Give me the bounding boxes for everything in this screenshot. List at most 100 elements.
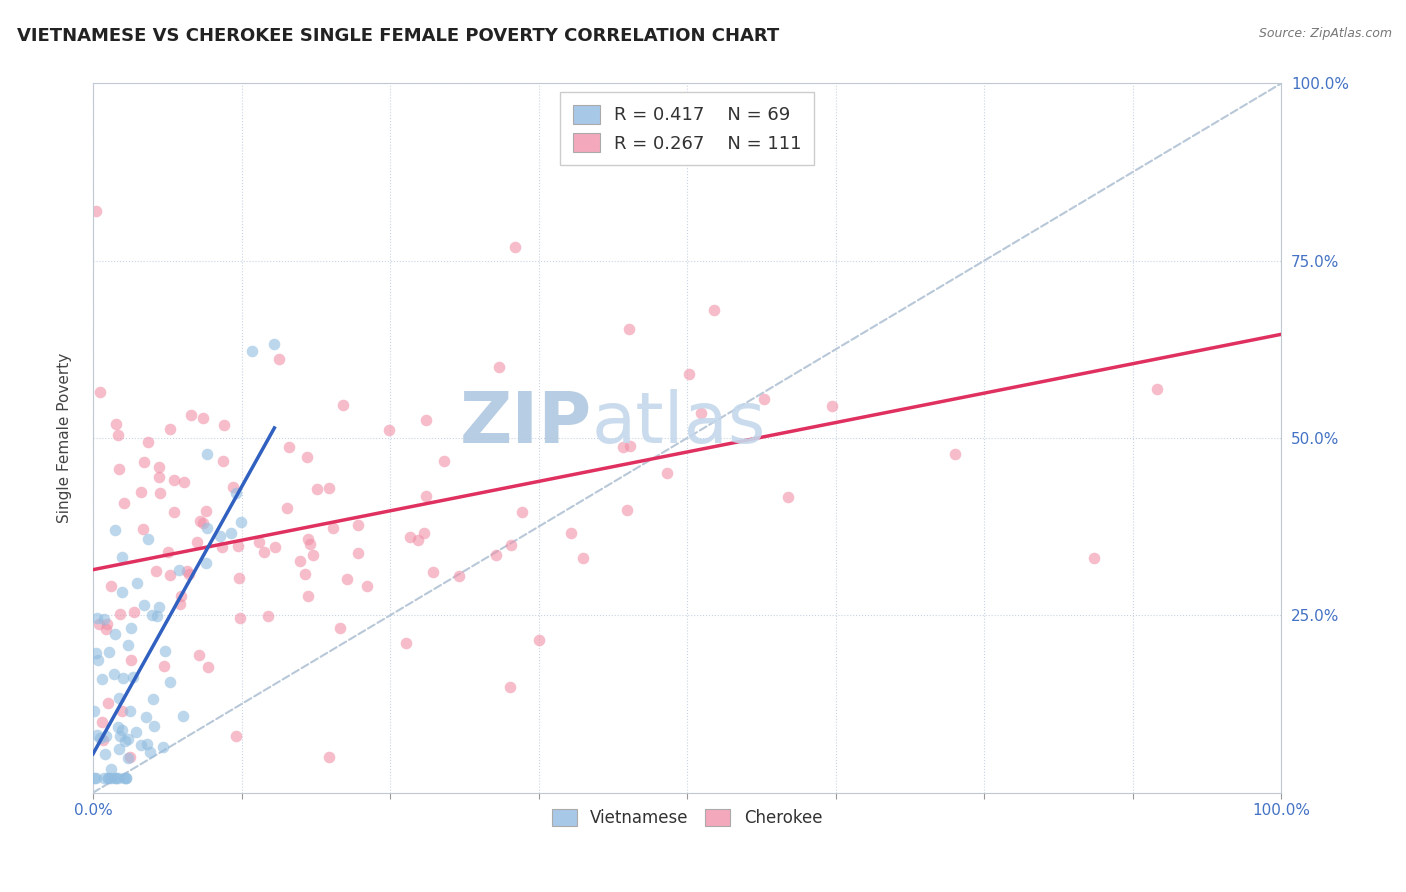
Point xyxy=(288,554,311,568)
Point xyxy=(138,745,160,759)
Point xyxy=(612,440,634,454)
Point xyxy=(108,607,131,622)
Point xyxy=(188,648,211,662)
Point xyxy=(247,535,270,549)
Point xyxy=(485,548,508,562)
Point xyxy=(257,609,280,624)
Point xyxy=(110,730,132,744)
Point xyxy=(776,490,799,504)
Point xyxy=(395,636,418,650)
Point xyxy=(172,709,194,723)
Point xyxy=(821,399,844,413)
Point xyxy=(104,772,127,786)
Point xyxy=(136,435,159,450)
Point xyxy=(83,704,105,718)
Point xyxy=(1246,62,1268,77)
Point xyxy=(253,545,276,559)
Point xyxy=(107,720,129,734)
Point xyxy=(214,417,236,432)
Point xyxy=(655,466,678,480)
Point xyxy=(135,710,157,724)
Point xyxy=(103,666,125,681)
Point xyxy=(86,653,108,667)
Point xyxy=(159,674,181,689)
Point xyxy=(98,645,121,659)
Point xyxy=(143,719,166,733)
Point xyxy=(229,611,252,625)
Point xyxy=(294,566,316,581)
Point xyxy=(91,732,114,747)
Point xyxy=(295,450,318,464)
Y-axis label: Single Female Poverty: Single Female Poverty xyxy=(58,353,72,524)
Point xyxy=(84,204,107,219)
Point xyxy=(263,336,285,351)
Point xyxy=(690,406,713,420)
Point xyxy=(111,704,134,718)
Point xyxy=(112,772,135,786)
Point xyxy=(240,343,263,358)
Point xyxy=(104,523,127,537)
Point xyxy=(100,579,122,593)
Point xyxy=(228,571,250,585)
Point xyxy=(97,771,120,785)
Point xyxy=(527,633,550,648)
Point xyxy=(318,481,340,495)
Point xyxy=(188,514,211,528)
Point xyxy=(148,469,170,483)
Point xyxy=(195,447,218,461)
Point xyxy=(104,417,127,432)
Point xyxy=(163,473,186,487)
Text: Source: ZipAtlas.com: Source: ZipAtlas.com xyxy=(1258,27,1392,40)
Point xyxy=(108,691,131,706)
Point xyxy=(422,566,444,580)
Point xyxy=(93,772,115,786)
Point xyxy=(111,584,134,599)
Point xyxy=(87,616,110,631)
Point xyxy=(224,486,246,500)
Point xyxy=(124,605,146,619)
Point xyxy=(501,538,523,552)
Point xyxy=(129,738,152,752)
Point xyxy=(503,239,526,253)
Text: atlas: atlas xyxy=(592,390,766,458)
Point xyxy=(125,575,148,590)
Point xyxy=(94,729,117,743)
Point xyxy=(278,441,301,455)
Point xyxy=(225,729,247,743)
Point xyxy=(104,627,127,641)
Point xyxy=(132,455,155,469)
Point xyxy=(447,569,470,583)
Point xyxy=(83,772,105,786)
Point xyxy=(195,504,218,518)
Point xyxy=(197,660,219,674)
Point xyxy=(191,516,214,530)
Point xyxy=(616,503,638,517)
Text: VIETNAMESE VS CHEROKEE SINGLE FEMALE POVERTY CORRELATION CHART: VIETNAMESE VS CHEROKEE SINGLE FEMALE POV… xyxy=(17,27,779,45)
Point xyxy=(149,486,172,500)
Point xyxy=(298,537,321,551)
Point xyxy=(86,728,108,742)
Point xyxy=(148,600,170,615)
Point xyxy=(125,725,148,739)
Point xyxy=(118,704,141,718)
Point xyxy=(264,540,287,554)
Point xyxy=(93,612,115,626)
Point xyxy=(159,422,181,436)
Point xyxy=(195,521,218,535)
Point xyxy=(571,551,593,566)
Point xyxy=(180,408,202,422)
Point xyxy=(122,670,145,684)
Point xyxy=(211,540,233,554)
Point xyxy=(100,772,122,786)
Point xyxy=(107,772,129,786)
Point xyxy=(229,515,252,529)
Point xyxy=(97,772,120,786)
Point xyxy=(499,680,522,694)
Point xyxy=(89,731,111,745)
Point xyxy=(415,489,437,503)
Point xyxy=(219,525,242,540)
Point xyxy=(120,621,142,635)
Point xyxy=(347,517,370,532)
Point xyxy=(212,453,235,467)
Point xyxy=(336,572,359,586)
